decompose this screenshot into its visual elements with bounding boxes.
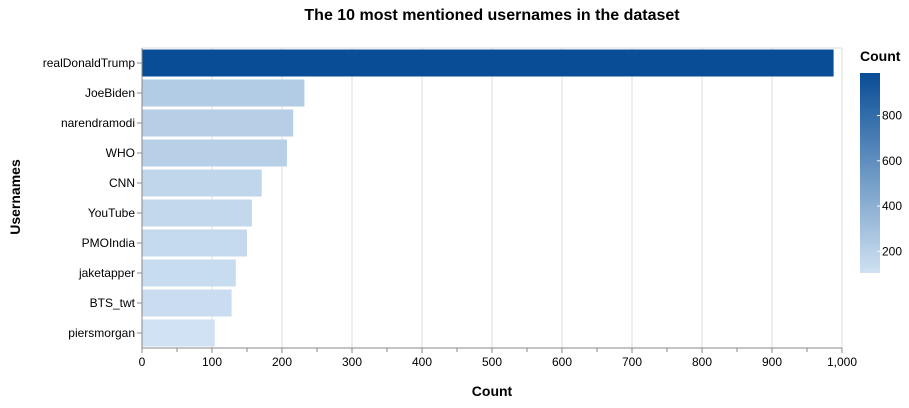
- bar[interactable]: [142, 199, 252, 227]
- legend-title: Count: [860, 48, 901, 64]
- bar[interactable]: [142, 259, 236, 287]
- legend-tick-label: 400: [882, 199, 902, 213]
- bar[interactable]: [142, 169, 262, 197]
- x-tick-label: 0: [139, 355, 146, 369]
- bar[interactable]: [142, 79, 305, 107]
- x-tick-label: 800: [692, 355, 712, 369]
- y-tick-label: WHO: [106, 146, 135, 160]
- x-axis-title: Count: [472, 383, 513, 399]
- x-tick-label: 400: [412, 355, 432, 369]
- bar[interactable]: [142, 319, 215, 347]
- y-axis-title: Usernames: [7, 159, 23, 235]
- chart-title: The 10 most mentioned usernames in the d…: [304, 7, 680, 24]
- x-tick-label: 700: [622, 355, 642, 369]
- y-tick-label: jaketapper: [78, 266, 135, 280]
- bar[interactable]: [142, 139, 287, 167]
- legend-tick-label: 800: [882, 109, 902, 123]
- x-tick-label: 100: [202, 355, 222, 369]
- y-tick-label: BTS_twt: [90, 296, 136, 310]
- y-tick-label: piersmorgan: [68, 326, 135, 340]
- x-tick-label: 200: [272, 355, 292, 369]
- y-tick-label: JoeBiden: [85, 86, 135, 100]
- bars: [142, 49, 834, 347]
- y-tick-label: YouTube: [88, 206, 135, 220]
- y-tick-label: realDonaldTrump: [43, 56, 136, 70]
- x-tick-label: 600: [552, 355, 572, 369]
- x-tick-label: 500: [482, 355, 502, 369]
- legend-tick-label: 600: [882, 154, 902, 168]
- bar[interactable]: [142, 289, 232, 317]
- legend-tick-label: 200: [882, 244, 902, 258]
- bar[interactable]: [142, 49, 834, 77]
- legend-ticks: 200 400 600 800: [877, 109, 902, 258]
- x-tick-label: 1,000: [827, 355, 857, 369]
- x-tick-label: 900: [762, 355, 782, 369]
- x-tick-label: 300: [342, 355, 362, 369]
- x-axis: 0 100 200 300 400 500 600 700 800 900 1,000: [139, 347, 857, 369]
- bar[interactable]: [142, 109, 294, 137]
- color-legend: Count 200 400 600 800: [860, 48, 902, 273]
- y-axis: realDonaldTrump JoeBiden narendramodi WHO CN…: [43, 48, 143, 348]
- bar[interactable]: [142, 229, 247, 257]
- y-tick-label: PMOIndia: [82, 236, 136, 250]
- y-tick-label: narendramodi: [61, 116, 135, 130]
- y-tick-label: CNN: [109, 176, 135, 190]
- legend-gradient-bar: [860, 73, 880, 273]
